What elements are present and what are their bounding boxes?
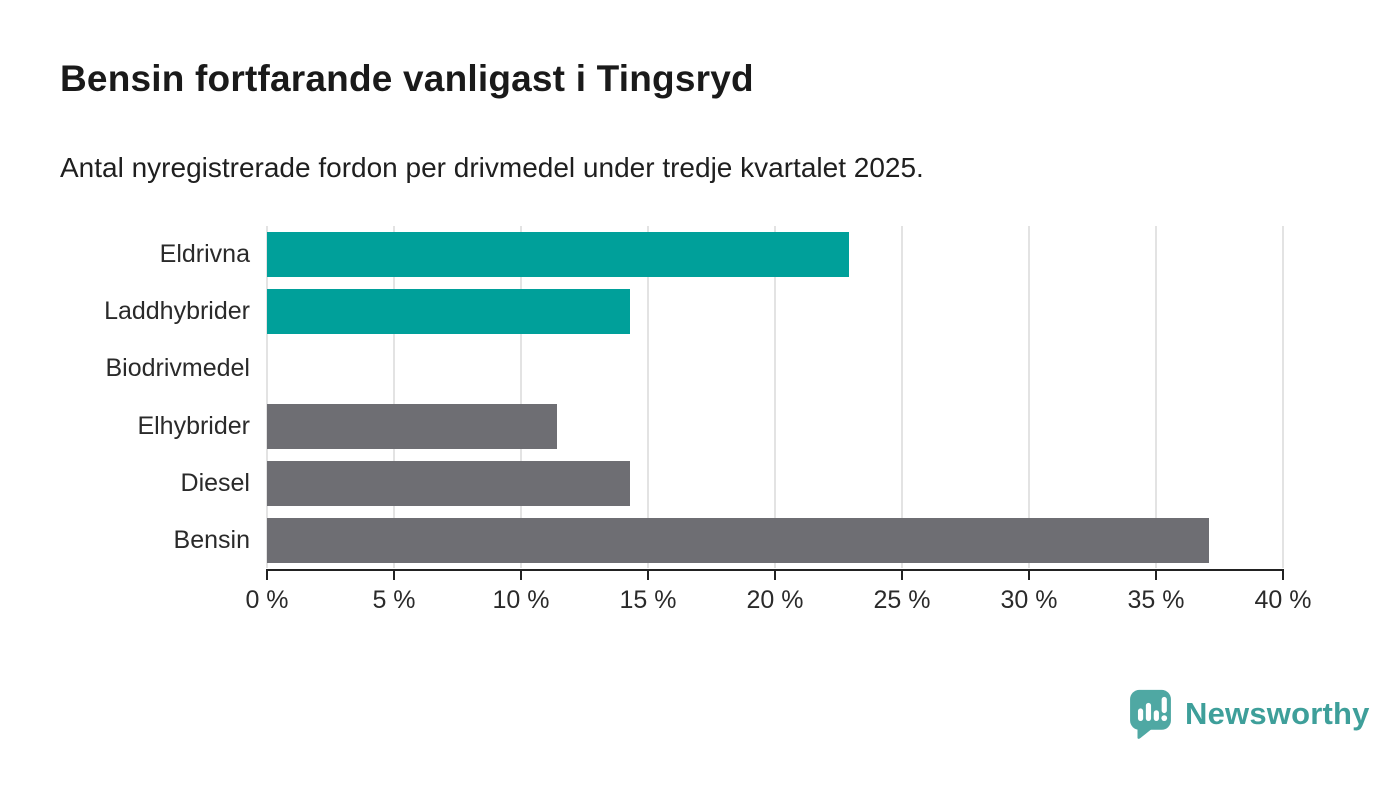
gridline	[1282, 226, 1284, 568]
x-axis-tick	[901, 569, 903, 580]
gridline	[266, 226, 268, 568]
x-tick-label: 10 %	[492, 586, 550, 614]
x-tick-label: 5 %	[372, 586, 416, 614]
x-tick-label: 25 %	[873, 586, 931, 614]
x-tick-label: 15 %	[619, 586, 677, 614]
category-label-biodrivmedel: Biodrivmedel	[105, 354, 250, 382]
category-label-elhybrider: Elhybrider	[137, 412, 250, 440]
y-axis-labels: Eldrivna Laddhybrider Biodrivmedel Elhybrid…	[0, 226, 250, 569]
category-label-bensin: Bensin	[173, 526, 250, 554]
gridline	[1155, 226, 1157, 568]
gridline	[901, 226, 903, 568]
x-axis-tick	[1028, 569, 1030, 580]
x-axis-tick	[266, 569, 268, 580]
x-tick-label: 35 %	[1127, 586, 1185, 614]
bar-eldrivna	[267, 232, 849, 277]
x-axis-tick	[647, 569, 649, 580]
category-label-diesel: Diesel	[180, 469, 250, 497]
newsworthy-logo-text: Newsworthy	[1185, 696, 1370, 731]
bar-bensin	[267, 518, 1210, 563]
x-tick-label: 40 %	[1254, 586, 1312, 614]
bar-laddhybrider	[267, 289, 631, 334]
newsworthy-chart-bubble-icon	[1130, 689, 1171, 739]
chart-subtitle: Antal nyregistrerade fordon per drivmede…	[60, 152, 924, 183]
x-axis-tick	[520, 569, 522, 580]
newsworthy-logo: Newsworthy	[1128, 686, 1370, 742]
x-axis-tick	[1282, 569, 1284, 580]
x-axis-tick	[1155, 569, 1157, 580]
category-label-eldrivna: Eldrivna	[159, 240, 250, 268]
gridline	[520, 226, 522, 568]
category-label-laddhybrider: Laddhybrider	[104, 297, 250, 325]
x-tick-label: 20 %	[746, 586, 804, 614]
gridline	[393, 226, 395, 568]
bar-elhybrider	[267, 404, 557, 449]
chart-title: Bensin fortfarande vanligast i Tingsryd	[60, 58, 754, 99]
x-axis-tick	[774, 569, 776, 580]
x-tick-label: 0 %	[245, 586, 289, 614]
plot-area	[266, 226, 1284, 569]
x-axis-tick	[393, 569, 395, 580]
gridline	[774, 226, 776, 568]
x-tick-label: 30 %	[1000, 586, 1058, 614]
gridline	[647, 226, 649, 568]
gridline	[1028, 226, 1030, 568]
bar-diesel	[267, 461, 631, 506]
